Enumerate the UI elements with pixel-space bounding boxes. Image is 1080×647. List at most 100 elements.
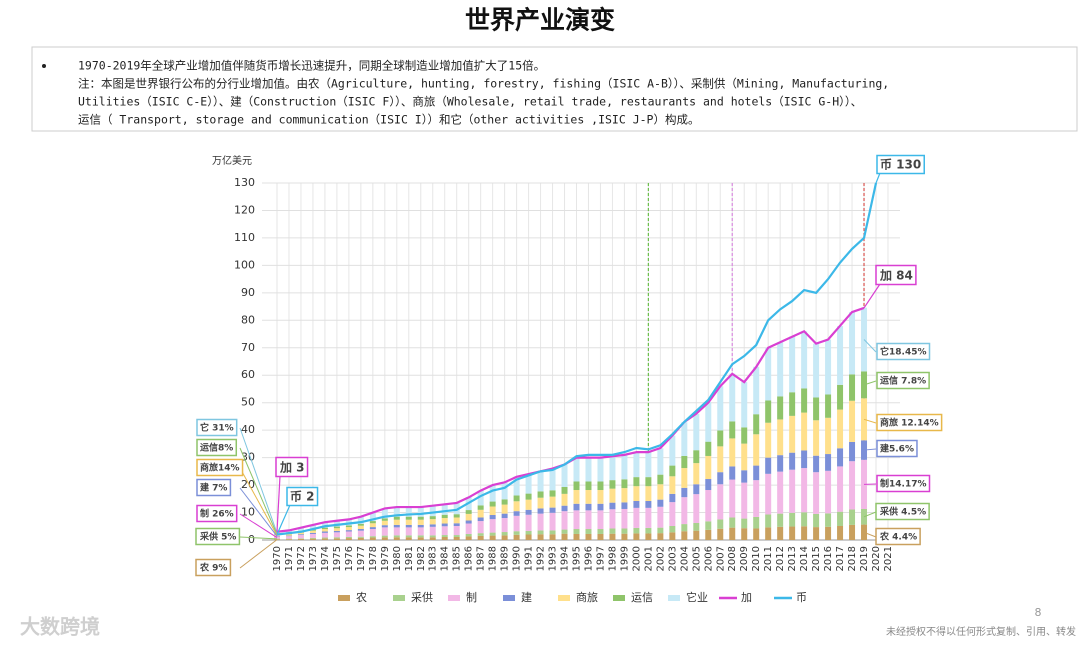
legend-label: 它业 (686, 590, 708, 604)
bar-segment (645, 501, 652, 508)
bar-segment (729, 517, 736, 528)
bar-segment (801, 388, 808, 413)
bar-segment (633, 527, 640, 534)
bar-segment (669, 493, 676, 503)
leader-line (863, 418, 877, 424)
x-tick-label: 1970 (272, 546, 283, 571)
bar-segment (813, 472, 820, 514)
bar-segment (321, 522, 328, 528)
bar-segment (717, 528, 724, 540)
legend-swatch (393, 595, 405, 601)
x-tick-label: 1973 (308, 546, 319, 571)
leader-line (276, 504, 291, 535)
bar-segment (297, 535, 304, 539)
x-tick-label: 2021 (883, 546, 894, 571)
annotation: 加 3 (279, 460, 305, 475)
y-tick-label: 90 (241, 286, 255, 299)
bar-segment (429, 524, 436, 527)
bar-segment (633, 533, 640, 540)
bar-segment (585, 457, 592, 482)
logo: 大数跨境 (20, 615, 100, 639)
x-tick-label: 1993 (548, 546, 559, 571)
bar-segment (669, 435, 676, 466)
bar-segment (501, 532, 508, 536)
x-tick-label: 2000 (631, 546, 642, 571)
bar-segment (753, 465, 760, 481)
bar-segment (609, 533, 616, 540)
annotation-box (876, 342, 931, 361)
bar-segment (345, 525, 352, 528)
bar-segment (717, 430, 724, 447)
bar-segment (801, 512, 808, 527)
bar-segment (525, 493, 532, 500)
bar-segment (429, 505, 436, 517)
x-tick-label: 2002 (655, 546, 666, 571)
bar-segment (501, 499, 508, 505)
bar-segment (537, 497, 544, 509)
bar-segment (477, 505, 484, 510)
bar-segment (717, 484, 724, 520)
bar-segment (789, 336, 796, 393)
bar-segment (513, 515, 520, 532)
bar-segment (453, 525, 460, 536)
x-tick-label: 2014 (799, 546, 810, 571)
bar-segment (693, 530, 700, 540)
bar-segment (609, 480, 616, 489)
bar-segment (825, 417, 832, 455)
bar-segment (369, 527, 376, 530)
annotation: 商旅 12.14% (880, 417, 939, 429)
x-tick-label: 2007 (715, 546, 726, 571)
bar-segment (429, 526, 436, 536)
bar-segment (573, 529, 580, 534)
bar-segment (381, 527, 388, 536)
annotation: 农 9% (199, 562, 227, 574)
legend-label: 制 (466, 591, 477, 604)
bar-segment (729, 373, 736, 422)
bar-segment (501, 504, 508, 514)
bar-segment (489, 501, 496, 507)
x-tick-label: 1972 (296, 546, 307, 571)
bar-segment (765, 473, 772, 515)
bar-segment (825, 454, 832, 471)
annotation: 运信 7.8% (880, 375, 926, 387)
bar-segment (849, 441, 856, 462)
bar-segment (333, 520, 340, 527)
bar-segment (765, 457, 772, 474)
annotation: 加 84 (879, 268, 913, 283)
bar-segment (753, 528, 760, 540)
bar-segment (489, 515, 496, 520)
note-line: 注：本图是世界银行公布的分行业增加值。由农（Agriculture, hunti… (78, 77, 889, 91)
bar-segment (501, 535, 508, 540)
annotation-box (875, 527, 921, 546)
bar-segment (633, 486, 640, 502)
bar-segment (849, 461, 856, 510)
annotation-box (876, 439, 918, 458)
bar-segment (465, 523, 472, 534)
legend-label: 加 (741, 591, 752, 604)
bar-segment (573, 481, 580, 491)
bar-segment (393, 506, 400, 517)
x-tick-label: 2010 (751, 546, 762, 571)
bar-segment (513, 511, 520, 516)
bar-segment (645, 451, 652, 478)
bar-segment (693, 522, 700, 531)
bar-segment (849, 312, 856, 375)
annotation-box (195, 558, 232, 577)
x-tick-label: 2005 (691, 546, 702, 571)
bar-segment (657, 484, 664, 500)
bar-segment (561, 511, 568, 530)
bar-segment (285, 539, 292, 540)
bar-segment (609, 509, 616, 529)
bar-segment (681, 455, 688, 469)
bar-segment (669, 532, 676, 540)
leader-line (863, 511, 877, 518)
bar-segment (429, 535, 436, 538)
bar-segment (657, 533, 664, 540)
y-tick-label: 50 (241, 396, 255, 409)
bar-segment (321, 531, 328, 533)
bar-segment (645, 533, 652, 540)
x-tick-label: 1988 (488, 546, 499, 571)
bar-segment (825, 339, 832, 395)
bar-segment (765, 422, 772, 458)
